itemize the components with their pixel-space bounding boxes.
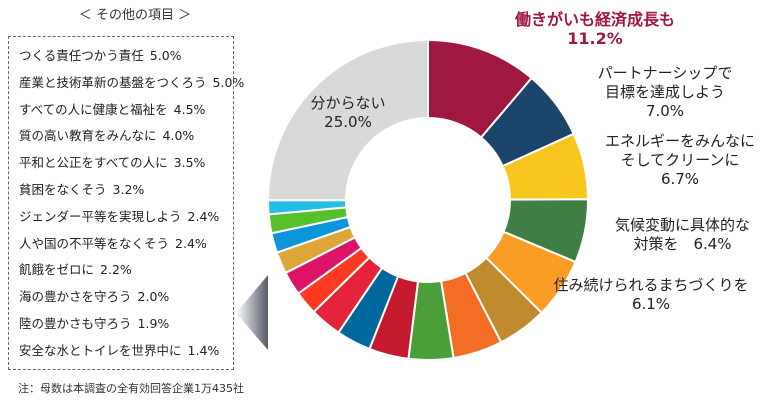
other-item: 質の高い教育をみんなに 4.0%	[19, 123, 233, 150]
callout-pointer	[236, 275, 268, 350]
other-items-list: つくる責任つかう責任 5.0% 産業と技術革新の基盤をつくろう 5.0% すべての人に健…	[8, 36, 244, 370]
other-item-label: 安全な水とトイレを世界中に	[19, 342, 182, 358]
other-item-label: 陸の豊かさも守ろう	[19, 315, 132, 331]
other-item-value: 2.4%	[187, 208, 220, 224]
other-item-value: 5.0%	[212, 74, 245, 90]
other-item-label: 貧困をなくそう	[19, 181, 107, 197]
label-climate: 気候変動に具体的な 対策を 6.4%	[614, 216, 750, 253]
other-item: 陸の豊かさも守ろう 1.9%	[19, 311, 233, 338]
other-item-label: ジェンダー平等を実現しよう	[19, 208, 182, 224]
label-unknown: 分からない 25.0%	[310, 94, 386, 131]
footnote: 注：母数は本調査の全有効回答企業1万435社	[18, 382, 244, 395]
other-item: 貧困をなくそう 3.2%	[19, 177, 233, 204]
other-item: すべての人に健康と福祉を 4.5%	[19, 97, 233, 124]
label-work: 働きがいも経済成長も 11.2%	[514, 10, 675, 48]
other-item-value: 2.0%	[137, 289, 170, 305]
other-item-label: 海の豊かさを守ろう	[19, 289, 132, 305]
other-item-label: 平和と公正をすべての人に	[19, 155, 168, 171]
other-item-value: 4.5%	[173, 101, 206, 117]
other-item: 飢餓をゼロに 2.2%	[19, 257, 233, 284]
other-item-label: すべての人に健康と福祉を	[19, 101, 168, 117]
other-item-value: 4.0%	[162, 128, 195, 144]
other-item-value: 5.0%	[149, 48, 182, 63]
other-item: 安全な水とトイレを世界中に 1.4%	[19, 338, 233, 365]
other-item: 人や国の不平等をなくそう 2.4%	[19, 231, 233, 258]
other-item: つくる責任つかう責任 5.0%	[19, 43, 233, 70]
other-item-value: 2.4%	[175, 235, 207, 251]
other-item: 平和と公正をすべての人に 3.5%	[19, 150, 233, 177]
other-item-value: 2.2%	[100, 262, 132, 278]
other-item-value: 3.5%	[173, 155, 206, 171]
other-item-label: つくる責任つかう責任	[19, 48, 144, 63]
other-item-label: 人や国の不平等をなくそう	[19, 235, 170, 251]
label-partnership: パートナーシップで 目標を達成しよう 7.0%	[597, 64, 733, 120]
other-item-value: 1.9%	[137, 315, 170, 331]
other-items-title: ＜ その他の項目 ＞	[78, 8, 192, 23]
other-item: 産業と技術革新の基盤をつくろう 5.0%	[19, 70, 244, 97]
other-item-label: 飢餓をゼロに	[19, 262, 95, 278]
other-item: 海の豊かさを守ろう 2.0%	[19, 284, 233, 311]
label-energy: エネルギーをみんなに そしてクリーンに 6.7%	[604, 132, 755, 188]
other-item-value: 3.2%	[112, 181, 145, 197]
other-item-label: 産業と技術革新の基盤をつくろう	[19, 74, 207, 90]
other-item-label: 質の高い教育をみんなに	[19, 128, 157, 144]
other-item-value: 1.4%	[187, 342, 220, 358]
label-city: 住み続けられるまちづくりを 6.1%	[553, 276, 749, 313]
other-item: ジェンダー平等を実現しよう 2.4%	[19, 204, 233, 231]
pie-slice	[266, 38, 429, 202]
